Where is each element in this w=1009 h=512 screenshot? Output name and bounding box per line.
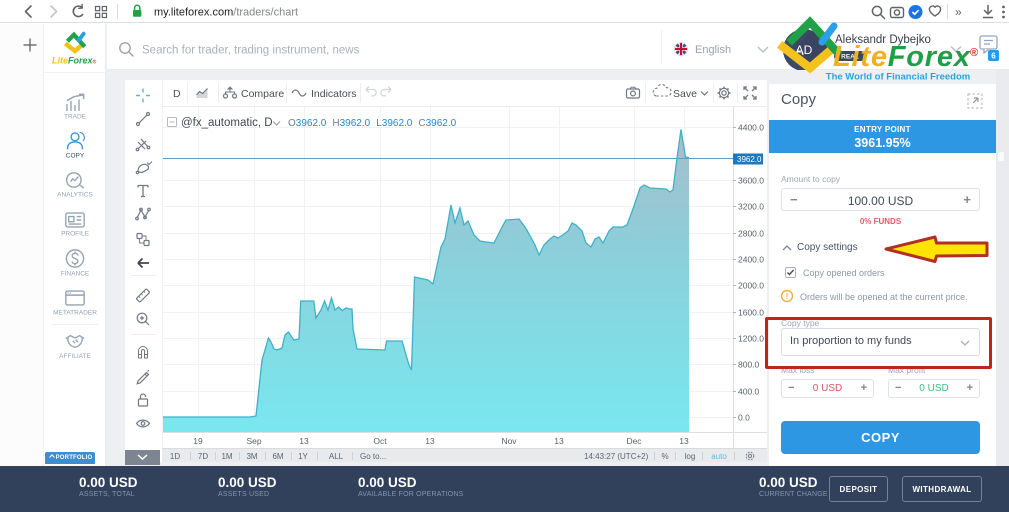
svg-text:!: ! xyxy=(786,292,789,301)
svg-text:PROFILE: PROFILE xyxy=(61,231,89,238)
svg-text:1D: 1D xyxy=(170,452,180,461)
svg-text:Sep: Sep xyxy=(246,436,261,446)
svg-text:AFFILIATE: AFFILIATE xyxy=(59,353,91,360)
svg-text:2400.0: 2400.0 xyxy=(738,255,764,265)
svg-text:1M: 1M xyxy=(221,452,232,461)
svg-text:AD: AD xyxy=(796,43,813,57)
svg-text:0.0: 0.0 xyxy=(738,413,750,423)
svg-text:6: 6 xyxy=(991,52,996,61)
svg-text:1Y: 1Y xyxy=(298,452,308,461)
svg-text:English: English xyxy=(695,44,731,56)
svg-text:Dec: Dec xyxy=(626,436,642,446)
svg-text:2800.0: 2800.0 xyxy=(738,229,764,239)
svg-text:REAL: REAL xyxy=(841,54,859,61)
svg-text:4400.0: 4400.0 xyxy=(738,123,764,133)
svg-text:7D: 7D xyxy=(198,452,208,461)
svg-text:19: 19 xyxy=(193,436,203,446)
svg-text:my.liteforex.com/traders/chart: my.liteforex.com/traders/chart xyxy=(154,7,298,19)
svg-text:Indicators: Indicators xyxy=(311,88,357,100)
svg-text:13: 13 xyxy=(554,436,564,446)
svg-text:1200.0: 1200.0 xyxy=(738,334,764,344)
svg-text:Nov: Nov xyxy=(501,436,517,446)
svg-text:®: ® xyxy=(970,47,978,59)
svg-text:13: 13 xyxy=(679,436,689,446)
svg-text:@fx_automatic, D: @fx_automatic, D xyxy=(181,117,273,129)
svg-text:Go to...: Go to... xyxy=(360,452,386,461)
svg-text:Aleksandr Dybejko: Aleksandr Dybejko xyxy=(835,34,931,46)
svg-text:2000.0: 2000.0 xyxy=(738,281,764,291)
svg-text:Oct: Oct xyxy=(373,436,387,446)
svg-text:LiteForex®: LiteForex® xyxy=(52,56,97,66)
svg-text:D: D xyxy=(173,88,181,100)
svg-text:Search for trader, trading ins: Search for trader, trading instrument, n… xyxy=(142,45,360,57)
svg-text:3600.0: 3600.0 xyxy=(738,176,764,186)
svg-text:The World of Financial Freedom: The World of Financial Freedom xyxy=(826,72,970,83)
svg-text:TRADE: TRADE xyxy=(64,114,87,121)
svg-text:ALL: ALL xyxy=(329,452,344,461)
svg-text:COPY: COPY xyxy=(66,153,85,160)
svg-text:auto: auto xyxy=(711,452,727,461)
svg-text:Compare: Compare xyxy=(241,88,284,100)
svg-text:400.0: 400.0 xyxy=(738,387,760,397)
svg-text:6M: 6M xyxy=(272,452,283,461)
svg-text:14:43:27 (UTC+2): 14:43:27 (UTC+2) xyxy=(584,452,649,461)
svg-text:3962.0: 3962.0 xyxy=(737,155,762,164)
svg-text:ANALYTICS: ANALYTICS xyxy=(57,192,93,199)
svg-text:»: » xyxy=(955,5,962,19)
svg-text:METATRADER: METATRADER xyxy=(53,310,97,317)
svg-text:Save: Save xyxy=(673,88,697,100)
svg-text:13: 13 xyxy=(299,436,309,446)
svg-text:13: 13 xyxy=(425,436,435,446)
svg-text:LiteForex: LiteForex xyxy=(833,41,972,73)
svg-text:3200.0: 3200.0 xyxy=(738,202,764,212)
svg-text:1600.0: 1600.0 xyxy=(738,308,764,318)
svg-text:800.0: 800.0 xyxy=(738,360,760,370)
svg-text:log: log xyxy=(685,452,696,461)
svg-text:3M: 3M xyxy=(246,452,257,461)
svg-text:FINANCE: FINANCE xyxy=(61,271,90,278)
svg-text:%: % xyxy=(661,452,668,461)
